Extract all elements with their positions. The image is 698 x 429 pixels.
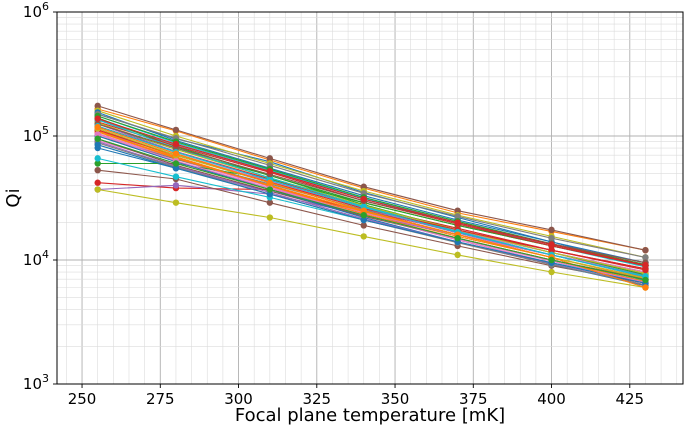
data-point: [172, 173, 180, 180]
data-point: [548, 234, 555, 242]
data-point: [172, 199, 180, 206]
ticks: 250 275 300 325 350 375 400 425 103 104 105 106: [23, 0, 644, 408]
x-tick-label: 400: [537, 390, 566, 408]
data-point: [266, 214, 274, 221]
data-point: [172, 182, 180, 189]
data-point: [172, 164, 180, 172]
data-point: [266, 155, 274, 162]
data-point: [172, 140, 180, 148]
series-44: [94, 115, 649, 269]
data-point: [94, 115, 101, 122]
data-point: [172, 160, 180, 167]
data-point: [454, 251, 461, 259]
data-point: [360, 211, 367, 219]
data-point: [172, 150, 180, 157]
data-point: [454, 219, 461, 226]
data-point: [94, 166, 101, 174]
data-point: [94, 179, 101, 186]
x-tick-label: 375: [459, 390, 488, 408]
data-point: [94, 141, 101, 148]
data-point: [548, 246, 555, 254]
y-tick-label: 105: [23, 124, 49, 145]
data-point: [642, 246, 649, 254]
x-tick-label: 250: [68, 390, 97, 408]
data-point: [266, 199, 274, 206]
y-tick-label: 103: [23, 372, 49, 393]
y-axis-label: Qi: [3, 188, 24, 207]
x-tick-label: 350: [381, 390, 410, 408]
data-point: [454, 207, 461, 214]
x-tick-label: 325: [302, 390, 331, 408]
data-point: [94, 135, 101, 142]
x-tick-label: 425: [615, 390, 644, 408]
data-point: [454, 213, 461, 220]
series-line: [97, 110, 646, 258]
x-tick-label: 275: [146, 390, 175, 408]
data-point: [642, 261, 649, 269]
data-point: [360, 216, 367, 224]
data-point: [454, 234, 461, 242]
data-point: [548, 226, 555, 234]
data-point: [266, 190, 274, 198]
plot-frame: [56, 11, 684, 385]
data-point: [548, 268, 555, 276]
data-point: [94, 123, 101, 131]
data-point: [548, 241, 555, 248]
data-point: [360, 222, 367, 229]
data-point: [94, 155, 101, 162]
series-line: [97, 118, 646, 266]
data-point: [642, 254, 649, 261]
x-axis-label: Focal plane temperature [mK]: [235, 405, 505, 426]
series-43: [94, 135, 649, 284]
data-point: [266, 186, 274, 193]
data-point: [266, 168, 274, 175]
data-point: [360, 195, 367, 203]
series-19: [94, 186, 649, 291]
series-group: [94, 102, 649, 291]
data-point: [360, 233, 367, 240]
data-point: [172, 126, 180, 134]
data-point: [548, 256, 555, 264]
x-tick-label: 300: [224, 390, 253, 408]
y-tick-label: 104: [23, 248, 49, 269]
data-point: [642, 276, 649, 284]
data-point: [642, 266, 649, 274]
data-point: [266, 179, 274, 186]
data-point: [642, 284, 649, 291]
y-tick-label: 106: [23, 0, 49, 21]
data-point: [94, 186, 101, 193]
grid: [57, 11, 683, 385]
data-point: [94, 102, 101, 110]
data-point: [360, 207, 367, 214]
data-point: [94, 160, 101, 167]
